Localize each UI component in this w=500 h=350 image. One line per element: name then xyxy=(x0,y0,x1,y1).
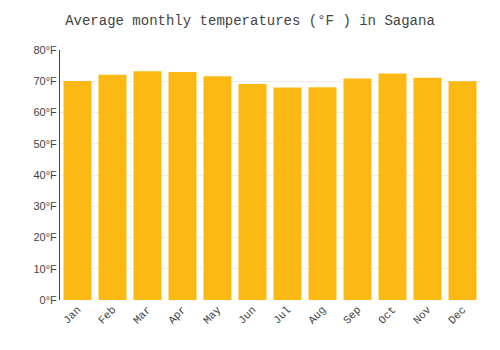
svg-text:Average monthly temperatures (: Average monthly temperatures (°F ) in Sa… xyxy=(65,13,435,29)
svg-text:Dec: Dec xyxy=(446,304,468,326)
svg-text:Sep: Sep xyxy=(341,304,363,326)
svg-text:Jun: Jun xyxy=(236,304,258,326)
svg-text:50°F: 50°F xyxy=(33,138,57,150)
svg-text:40°F: 40°F xyxy=(33,169,57,181)
svg-text:80°F: 80°F xyxy=(33,44,57,56)
svg-text:Oct: Oct xyxy=(376,304,398,326)
svg-text:60°F: 60°F xyxy=(33,106,57,118)
svg-text:0°F: 0°F xyxy=(40,294,58,306)
svg-text:20°F: 20°F xyxy=(33,231,57,243)
svg-text:Nov: Nov xyxy=(411,304,434,327)
svg-text:Feb: Feb xyxy=(96,304,118,326)
svg-text:Jul: Jul xyxy=(271,304,293,326)
svg-text:Aug: Aug xyxy=(306,304,328,326)
svg-text:70°F: 70°F xyxy=(33,75,57,87)
svg-text:Mar: Mar xyxy=(131,304,153,326)
svg-text:May: May xyxy=(201,304,224,327)
svg-text:Jan: Jan xyxy=(61,304,83,326)
svg-text:10°F: 10°F xyxy=(33,263,57,275)
svg-text:Apr: Apr xyxy=(166,304,188,326)
svg-text:30°F: 30°F xyxy=(33,200,57,212)
